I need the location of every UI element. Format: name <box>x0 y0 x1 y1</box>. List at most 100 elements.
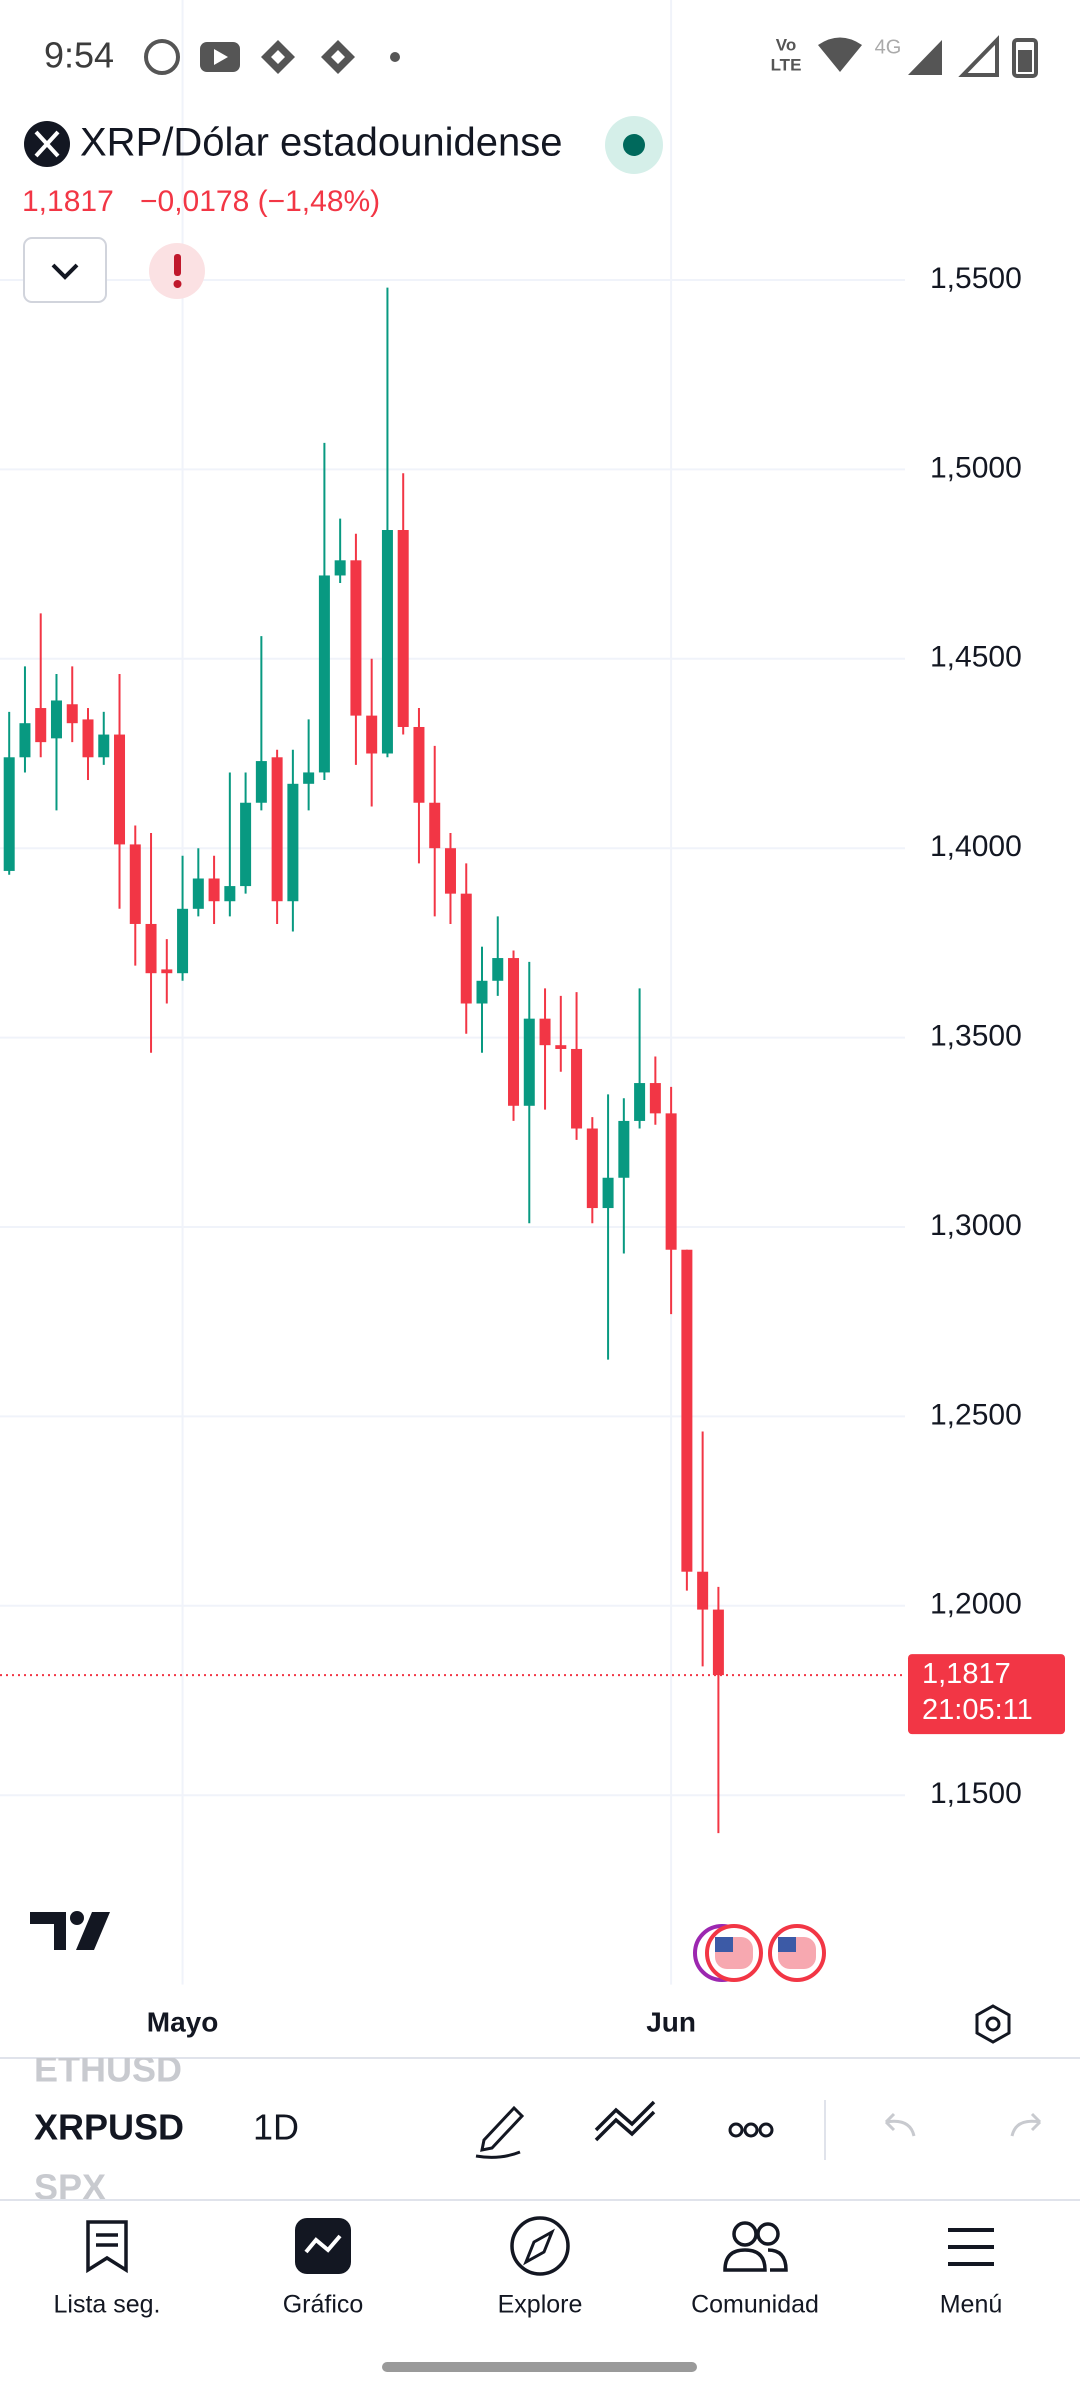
indicator-icon[interactable] <box>594 2100 656 2142</box>
candle-body <box>50 700 62 739</box>
tv-logo-part <box>70 1911 84 1925</box>
next-symbol[interactable]: SPX <box>34 2167 106 2208</box>
candle-body <box>192 878 204 909</box>
last-price: 1,1817 <box>22 185 114 218</box>
collapse-button[interactable] <box>23 237 107 303</box>
economic-events[interactable] <box>693 1924 826 1982</box>
candle-body <box>98 734 110 758</box>
candle-body <box>413 726 425 803</box>
explore-needle <box>523 2228 555 2266</box>
network-label: 4G <box>875 36 902 58</box>
chart-icon-line <box>304 2234 342 2254</box>
candle-body <box>35 708 47 743</box>
price-tag-countdown: 21:05:11 <box>922 1694 1033 1726</box>
plot-area <box>0 0 905 1985</box>
interval[interactable]: 1D <box>253 2107 299 2148</box>
candle-body <box>82 719 94 758</box>
y-tick-label: 1,2500 <box>930 1398 1022 1431</box>
candle-body <box>508 958 520 1106</box>
market-status-dot <box>623 134 645 156</box>
previous-symbol[interactable]: ETHUSD <box>34 2049 182 2090</box>
flag <box>715 1937 733 1952</box>
whatsapp-icon <box>144 39 180 75</box>
candle-body <box>476 980 488 1004</box>
candle-body <box>492 958 504 981</box>
x-tick-label: Jun <box>646 2006 696 2037</box>
candle-body <box>255 761 267 803</box>
nav-label[interactable]: Explore <box>498 2291 583 2319</box>
more-icon <box>758 2122 774 2138</box>
symbol-header: XRP/Dólar estadounidense 1,1817 −0,0178 … <box>22 116 663 303</box>
status-time: 9:54 <box>44 35 114 76</box>
candle-body <box>366 715 378 754</box>
binance-icon <box>261 40 295 74</box>
symbol[interactable]: XRPUSD <box>34 2107 184 2148</box>
candle-body <box>665 1113 677 1250</box>
tv-logo-part <box>76 1912 110 1950</box>
candle-body <box>618 1120 630 1178</box>
tv-logo <box>30 1911 110 1950</box>
explore-icon[interactable] <box>510 2216 570 2276</box>
candle-body <box>697 1571 709 1610</box>
candle-body <box>634 1083 646 1121</box>
undo-icon[interactable] <box>884 2112 916 2137</box>
binance-icon <box>321 40 355 74</box>
candle-body <box>161 969 173 974</box>
y-tick-label: 1,1500 <box>930 1777 1022 1810</box>
drawing-tool-icon[interactable] <box>475 2105 525 2159</box>
x-tick-label: Mayo <box>147 2006 219 2037</box>
y-tick-label: 1,3500 <box>930 1020 1022 1053</box>
nav-label[interactable]: Menú <box>940 2291 1003 2319</box>
symbol-title[interactable]: XRP/Dólar estadounidense <box>80 121 563 165</box>
tv-logo-part <box>30 1912 66 1950</box>
nav-label[interactable]: Lista seg. <box>53 2291 160 2319</box>
nav-label[interactable]: Comunidad <box>691 2291 819 2319</box>
more-dot <box>390 52 400 62</box>
candle-body <box>586 1128 598 1209</box>
candle-body <box>114 734 126 845</box>
menu-icon[interactable] <box>948 2228 994 2266</box>
candle-body <box>649 1083 661 1114</box>
redo-icon[interactable] <box>1010 2112 1042 2137</box>
candle-body <box>177 908 189 974</box>
candle-body <box>602 1177 614 1209</box>
bottom-nav: Lista seg. Gráfico Explore Comunidad Men… <box>53 2216 1003 2319</box>
candle-body <box>571 1048 583 1129</box>
y-tick-label: 1,4500 <box>930 641 1022 674</box>
y-tick-label: 1,4000 <box>930 830 1022 863</box>
more-icon[interactable] <box>728 2122 744 2138</box>
price-tag-value: 1,1817 <box>922 1658 1011 1690</box>
candle-body <box>429 802 441 849</box>
community-icon[interactable] <box>732 2221 758 2247</box>
candle-body <box>460 893 472 1004</box>
price-change: −0,0178 (−1,48%) <box>140 185 380 218</box>
toolbar: ETHUSD XRPUSD 1D SPX <box>34 2049 1042 2208</box>
candle-body <box>539 1018 551 1046</box>
candle-body <box>224 886 236 902</box>
candle-body <box>523 1018 535 1106</box>
home-indicator <box>382 2362 697 2372</box>
candle-body <box>334 560 346 576</box>
candle-body <box>381 530 393 754</box>
community-icon <box>767 2248 788 2272</box>
signal-icon <box>908 40 942 75</box>
candle-body <box>19 723 31 758</box>
battery-level <box>1018 50 1032 72</box>
candle-body <box>444 848 456 894</box>
candle-body <box>712 1609 724 1676</box>
youtube-play <box>214 49 228 65</box>
volte-label: Vo <box>776 35 796 54</box>
community-icon <box>723 2248 767 2272</box>
candle-body <box>240 802 252 887</box>
candle-body <box>129 844 141 924</box>
settings-icon[interactable] <box>975 2004 1011 2044</box>
candle-body <box>318 575 330 773</box>
candle-body <box>397 530 409 727</box>
watchlist-icon[interactable] <box>86 2220 128 2274</box>
signal-icon <box>958 35 999 77</box>
candle-body <box>350 560 362 716</box>
nav-label[interactable]: Gráfico <box>283 2291 364 2319</box>
